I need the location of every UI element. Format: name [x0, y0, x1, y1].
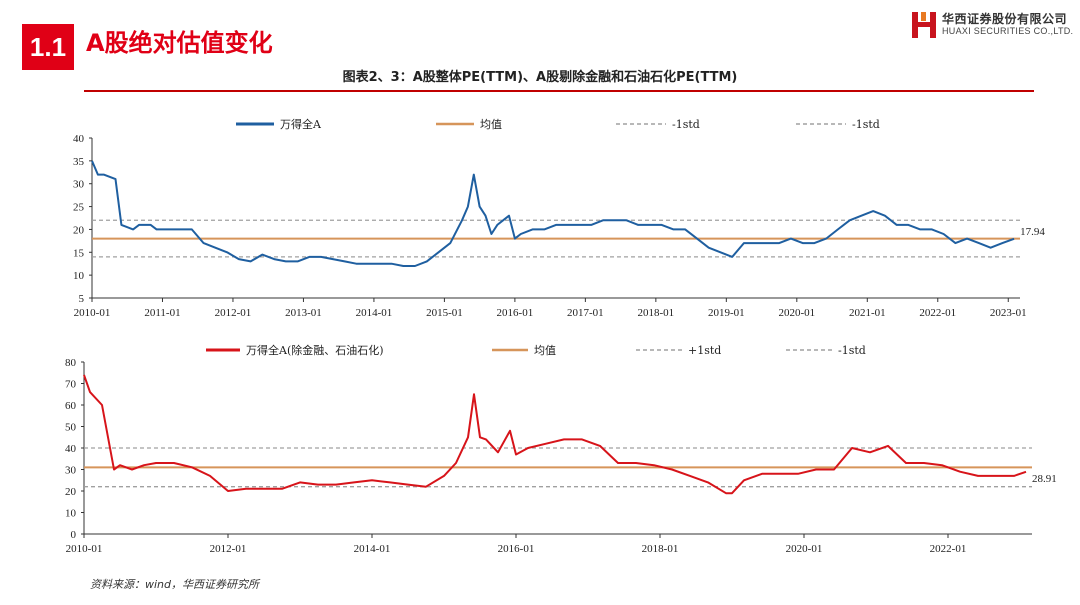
x-tick-label: 2022-01 [919, 307, 956, 319]
x-tick-label: 2020-01 [778, 307, 815, 319]
section-number-badge: 1.1 [22, 24, 74, 70]
caption-divider [84, 90, 1034, 92]
x-tick-label: 2013-01 [285, 307, 322, 319]
x-tick-label: 2011-01 [144, 307, 180, 319]
y-tick-label: 30 [73, 179, 85, 191]
y-tick-label: 35 [73, 156, 85, 168]
legend-label: +1std [688, 344, 721, 357]
legend-label: -1std [852, 118, 880, 131]
x-tick-label: 2016-01 [498, 543, 535, 553]
end-value-label: 17.94 [1020, 226, 1045, 238]
chart-pe-all-a: 5 10 15 20 25 30 35 40 2010-01 2011-01 2012-01 2013… [73, 117, 1045, 319]
y-tick-label: 80 [65, 357, 77, 369]
y-tick-label: 10 [73, 270, 85, 282]
x-tick-label: 2019-01 [708, 307, 745, 319]
legend-label: 万得全A [280, 117, 322, 131]
x-tick-label: 2016-01 [497, 307, 534, 319]
chart-pe-ex-financials: 0 10 20 30 40 50 60 70 80 2010-01 2012-01 2014-01 20… [65, 343, 1057, 553]
company-name-en: HUAXI SECURITIES CO.,LTD. [942, 26, 1074, 36]
source-note: 资料来源：wind，华西证券研究所 [90, 578, 260, 591]
x-tick-label: 2010-01 [66, 543, 103, 553]
end-value-label: 28.91 [1032, 473, 1057, 485]
y-tick-label: 20 [65, 486, 77, 498]
legend-label: -1std [838, 344, 866, 357]
figure-caption: 图表2、3：A股整体PE(TTM)、A股剔除金融和石油石化PE(TTM) [342, 70, 738, 85]
y-tick-label: 0 [71, 529, 77, 541]
legend-label: -1std [672, 118, 700, 131]
company-logo: 华西证券股份有限公司 HUAXI SECURITIES CO.,LTD. [910, 10, 1074, 40]
x-tick-label: 2012-01 [210, 543, 247, 553]
x-tick-label: 2010-01 [74, 307, 111, 319]
y-tick-label: 50 [65, 422, 77, 434]
x-tick-label: 2018-01 [638, 307, 675, 319]
y-tick-label: 25 [73, 202, 85, 214]
y-tick-label: 40 [73, 133, 85, 145]
y-tick-label: 20 [73, 224, 85, 236]
section-title: A股绝对估值变化 [86, 29, 273, 57]
x-tick-label: 2022-01 [930, 543, 967, 553]
x-tick-label: 2014-01 [354, 543, 391, 553]
x-tick-label: 2021-01 [849, 307, 886, 319]
y-tick-label: 30 [65, 465, 77, 477]
legend-label: 均值 [480, 118, 502, 131]
x-tick-label: 2014-01 [356, 307, 393, 319]
x-tick-label: 2017-01 [567, 307, 604, 319]
y-tick-label: 15 [73, 247, 85, 259]
y-tick-label: 60 [65, 400, 77, 412]
legend-label: 均值 [534, 344, 556, 357]
series-line [91, 160, 1015, 267]
x-tick-label: 2015-01 [426, 307, 463, 319]
y-tick-label: 10 [65, 508, 77, 520]
series-line [83, 374, 1027, 495]
huaxi-logo-icon [912, 12, 936, 38]
x-tick-label: 2020-01 [786, 543, 823, 553]
y-tick-label: 70 [65, 379, 77, 391]
x-tick-label: 2012-01 [215, 307, 252, 319]
company-name-cn: 华西证券股份有限公司 [942, 12, 1068, 26]
x-tick-label: 2023-01 [990, 307, 1027, 319]
y-tick-label: 5 [79, 293, 85, 305]
x-tick-label: 2018-01 [642, 543, 679, 553]
legend-label: 万得全A(除金融、石油石化) [246, 343, 384, 357]
y-tick-label: 40 [65, 443, 77, 455]
